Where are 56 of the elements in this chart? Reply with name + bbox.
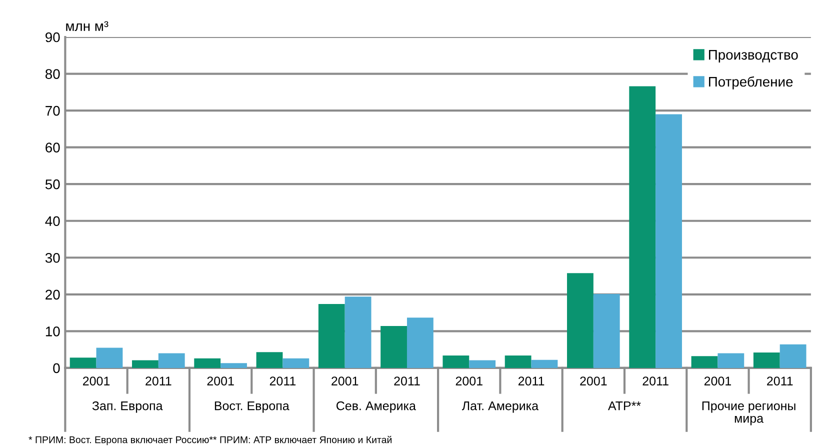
text: Зап. Европа (92, 401, 163, 413)
x-tick-label: 2001 (332, 376, 358, 386)
bar (194, 358, 221, 368)
text: Вост. Европа (214, 402, 290, 413)
x-tick-label: 2011 (767, 376, 793, 386)
x-tick-label: 2011 (270, 376, 296, 386)
bar (220, 363, 247, 368)
bar (70, 358, 96, 368)
bar (380, 326, 407, 368)
text: Сев. Америка (336, 401, 416, 413)
x-tick-label: 2011 (642, 376, 668, 386)
bar (318, 304, 345, 368)
x-tick-label: 2011 (394, 376, 420, 386)
y-axis-title: млн м³ (66, 21, 108, 31)
y-tick-label: 10 (46, 326, 60, 336)
bar (593, 294, 620, 368)
bar (718, 353, 744, 368)
bar (132, 360, 158, 368)
bar (753, 352, 780, 368)
bar (504, 355, 532, 368)
y-tick-label: 20 (46, 290, 60, 300)
bar (656, 114, 682, 368)
y-tick-label: 80 (45, 69, 60, 79)
bar (158, 353, 185, 368)
bar (691, 356, 718, 368)
y-tick-label: 0 (53, 363, 60, 374)
bar (469, 360, 496, 368)
y-tick-label: 70 (46, 106, 60, 116)
bar (344, 296, 372, 368)
bar (780, 344, 806, 368)
x-tick-label: 2001 (704, 376, 732, 386)
legend-label: Производство (709, 50, 798, 62)
x-tick-label: 2001 (580, 376, 607, 386)
bar (96, 348, 123, 368)
bar (256, 352, 283, 368)
y-tick-label: 40 (45, 216, 60, 226)
bar (629, 86, 656, 368)
bar (282, 358, 310, 368)
x-tick-label: 2001 (83, 376, 110, 386)
text: Прочие регионы мира (702, 402, 796, 426)
x-tick-label: 2001 (456, 376, 482, 386)
text: АТР** (608, 402, 641, 410)
bar (442, 355, 470, 368)
bar (406, 318, 434, 368)
y-tick-label: 60 (46, 142, 60, 152)
text: Лат. Америка (462, 402, 539, 413)
y-tick-label: 90 (46, 32, 60, 42)
text: * ПРИМ: Вост. Европа включает Россию** ПРИМ: АТР включает Японию и Китай (28, 436, 392, 446)
bar (567, 273, 594, 368)
x-tick-label: 2001 (207, 376, 234, 386)
y-tick-label: 50 (45, 179, 60, 190)
x-tick-label: 2011 (146, 376, 172, 386)
bar (531, 360, 558, 368)
x-tick-label: 2011 (518, 376, 544, 386)
y-tick-label: 30 (45, 252, 60, 263)
legend-label: Потребление (709, 76, 793, 90)
